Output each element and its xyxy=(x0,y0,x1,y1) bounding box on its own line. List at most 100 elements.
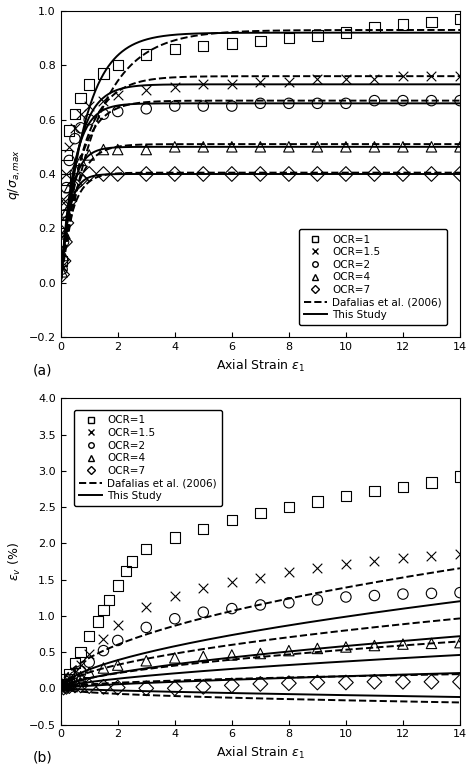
Point xyxy=(65,680,73,692)
Point xyxy=(371,676,378,688)
Point xyxy=(143,543,150,555)
Point xyxy=(60,209,67,221)
Point xyxy=(77,91,84,104)
Point xyxy=(428,588,435,600)
Point xyxy=(428,15,435,28)
Point xyxy=(256,572,264,584)
Point xyxy=(399,168,407,180)
Point xyxy=(228,514,236,526)
Point xyxy=(428,676,435,688)
Point xyxy=(314,594,321,606)
Point xyxy=(63,168,70,180)
Point xyxy=(58,266,66,278)
Point xyxy=(71,179,79,191)
Point xyxy=(58,255,66,267)
Point xyxy=(85,100,93,112)
Point xyxy=(399,588,407,601)
Point xyxy=(77,121,84,134)
Point xyxy=(85,149,93,161)
Point xyxy=(128,555,136,568)
Point xyxy=(171,531,179,544)
Legend: OCR=1, OCR=1.5, OCR=2, OCR=4, OCR=7, Dafalias et al. (2006), This Study: OCR=1, OCR=1.5, OCR=2, OCR=4, OCR=7, Daf… xyxy=(74,410,222,506)
Point xyxy=(200,78,207,91)
Point xyxy=(285,141,292,153)
Point xyxy=(428,94,435,107)
Point xyxy=(342,27,350,39)
Point xyxy=(63,679,70,691)
Point xyxy=(314,98,321,110)
Point xyxy=(77,665,84,677)
Point xyxy=(256,507,264,519)
Point xyxy=(100,94,107,107)
Point xyxy=(77,679,84,691)
Point xyxy=(399,94,407,107)
Point xyxy=(171,43,179,55)
Point xyxy=(171,141,179,153)
Point xyxy=(100,662,107,674)
Legend: OCR=1, OCR=1.5, OCR=2, OCR=4, OCR=7, Dafalias et al. (2006), This Study: OCR=1, OCR=1.5, OCR=2, OCR=4, OCR=7, Daf… xyxy=(299,230,447,326)
Point xyxy=(314,29,321,41)
Point xyxy=(65,124,73,137)
Point xyxy=(100,144,107,156)
Point xyxy=(371,168,378,180)
Point xyxy=(114,105,121,118)
Point xyxy=(285,168,292,180)
Point xyxy=(143,84,150,96)
Point xyxy=(143,48,150,61)
Point xyxy=(114,634,121,647)
Point xyxy=(114,59,121,71)
Point xyxy=(61,236,69,248)
Point xyxy=(171,100,179,112)
Point xyxy=(143,103,150,115)
Point xyxy=(85,647,93,660)
Point xyxy=(314,677,321,689)
Point xyxy=(228,679,236,691)
Point xyxy=(399,141,407,153)
Point xyxy=(314,168,321,180)
Point xyxy=(114,681,121,694)
Point xyxy=(60,250,67,262)
Point xyxy=(314,73,321,85)
Point xyxy=(456,587,464,599)
Point xyxy=(371,640,378,652)
Point xyxy=(371,485,378,498)
Point xyxy=(77,659,84,671)
Point xyxy=(77,154,84,167)
Point xyxy=(171,682,179,694)
Point xyxy=(71,108,79,121)
Point xyxy=(256,141,264,153)
Point xyxy=(456,548,464,560)
Point xyxy=(58,260,66,273)
Point xyxy=(171,168,179,180)
Point xyxy=(65,195,73,207)
Point xyxy=(399,676,407,688)
Point xyxy=(143,682,150,694)
Point xyxy=(342,168,350,180)
Point xyxy=(85,168,93,180)
Point xyxy=(456,70,464,82)
Point xyxy=(200,523,207,535)
Point xyxy=(228,576,236,588)
Point xyxy=(71,657,79,669)
Point xyxy=(61,227,69,240)
Point xyxy=(342,591,350,603)
X-axis label: Axial Strain $\epsilon_1$: Axial Strain $\epsilon_1$ xyxy=(216,357,305,373)
Point xyxy=(71,133,79,145)
Point xyxy=(228,168,236,180)
Point xyxy=(143,621,150,634)
Point xyxy=(100,604,107,616)
Point xyxy=(371,94,378,107)
Point xyxy=(65,667,73,680)
Point xyxy=(371,141,378,153)
Point xyxy=(71,670,79,683)
Point xyxy=(456,676,464,688)
Point xyxy=(399,481,407,493)
X-axis label: Axial Strain $\epsilon_1$: Axial Strain $\epsilon_1$ xyxy=(216,745,305,761)
Point xyxy=(85,114,93,126)
Point xyxy=(314,495,321,508)
Point xyxy=(100,68,107,80)
Point xyxy=(342,558,350,570)
Point xyxy=(200,100,207,112)
Point xyxy=(63,206,70,218)
Point xyxy=(285,32,292,45)
